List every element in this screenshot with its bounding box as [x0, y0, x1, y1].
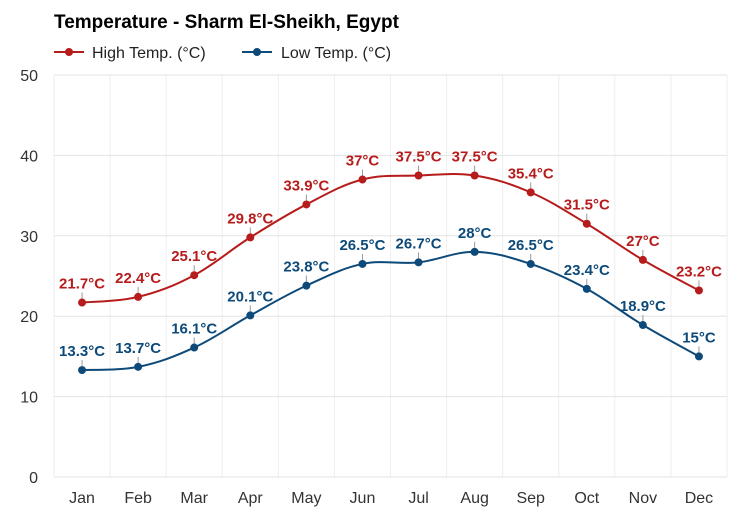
y-tick-label: 50: [20, 68, 38, 85]
x-tick-label: Nov: [629, 490, 657, 507]
x-tick-label: Aug: [460, 490, 488, 507]
data-point[interactable]: [302, 281, 311, 290]
data-point[interactable]: [470, 171, 479, 180]
data-label: 29.8°C: [227, 210, 273, 227]
data-point[interactable]: [246, 311, 255, 320]
data-label: 18.9°C: [620, 298, 666, 315]
data-point[interactable]: [694, 352, 703, 361]
data-label: 35.4°C: [508, 165, 554, 182]
data-label: 21.7°C: [59, 276, 105, 293]
y-tick-label: 10: [20, 390, 38, 407]
data-point[interactable]: [694, 286, 703, 295]
legend-high-marker: [65, 48, 73, 56]
y-tick-label: 20: [20, 309, 38, 326]
data-label: 28°C: [458, 225, 492, 242]
x-tick-label: Apr: [238, 490, 264, 507]
data-point[interactable]: [190, 271, 199, 280]
data-point[interactable]: [526, 188, 535, 197]
legend-item-low[interactable]: Low Temp. (°C): [242, 45, 391, 62]
series-low: 13.3°C 13.7°C 16.1°C 20.1°C 23.8°C 26.5°C 26.7…: [59, 225, 716, 375]
data-label: 33.9°C: [283, 177, 329, 194]
legend-high-label: High Temp. (°C): [92, 45, 206, 62]
data-label: 23.2°C: [676, 263, 722, 280]
data-label: 25.1°C: [171, 248, 217, 265]
data-point[interactable]: [582, 219, 591, 228]
x-tick-label: Feb: [124, 490, 152, 507]
data-point[interactable]: [246, 233, 255, 242]
data-point[interactable]: [414, 258, 423, 267]
data-point[interactable]: [302, 200, 311, 209]
x-tick-label: Jun: [350, 490, 376, 507]
legend-low-marker: [253, 48, 261, 56]
y-tick-label: 40: [20, 148, 38, 165]
data-label: 31.5°C: [564, 197, 610, 214]
series-layer: 21.7°C 22.4°C 25.1°C 29.8°C 33.9°C 37°C 37.5°C…: [59, 149, 722, 375]
data-label: 23.8°C: [283, 259, 329, 276]
y-tick-label: 0: [29, 470, 38, 487]
data-label: 16.1°C: [171, 321, 217, 338]
data-label: 20.1°C: [227, 288, 273, 305]
x-tick-label: Mar: [180, 490, 208, 507]
data-label: 26.5°C: [508, 237, 554, 254]
data-point[interactable]: [190, 343, 199, 352]
gridlines: [53, 74, 728, 478]
data-point[interactable]: [78, 298, 87, 307]
data-point[interactable]: [134, 362, 143, 371]
chart-title: Temperature - Sharm El-Sheikh, Egypt: [54, 12, 400, 33]
data-point[interactable]: [78, 366, 87, 375]
x-tick-label: Oct: [574, 490, 599, 507]
y-axis: 0 10 20 30 40 50: [20, 68, 38, 487]
x-tick-label: May: [291, 490, 321, 507]
data-label: 27°C: [626, 233, 660, 250]
x-tick-label: Sep: [516, 490, 545, 507]
x-axis: Jan Feb Mar Apr May Jun Jul Aug Sep Oct Nov Dec: [69, 490, 713, 507]
data-label: 22.4°C: [115, 270, 161, 287]
data-point[interactable]: [638, 321, 647, 330]
data-point[interactable]: [638, 255, 647, 264]
data-label: 26.5°C: [339, 237, 385, 254]
data-label: 37°C: [346, 153, 380, 170]
data-point[interactable]: [582, 284, 591, 293]
data-label: 13.7°C: [115, 340, 161, 357]
data-label: 13.3°C: [59, 343, 105, 360]
legend-item-high[interactable]: High Temp. (°C): [54, 45, 206, 62]
data-point[interactable]: [470, 247, 479, 256]
data-label: 15°C: [682, 329, 716, 346]
data-label: 37.5°C: [396, 149, 442, 166]
legend-low-label: Low Temp. (°C): [281, 45, 391, 62]
data-label: 26.7°C: [396, 235, 442, 252]
data-point[interactable]: [358, 259, 367, 268]
data-label: 37.5°C: [452, 149, 498, 166]
x-tick-label: Jan: [69, 490, 95, 507]
data-point[interactable]: [358, 175, 367, 184]
data-point[interactable]: [414, 171, 423, 180]
x-tick-label: Dec: [685, 490, 713, 507]
y-tick-label: 30: [20, 229, 38, 246]
data-point[interactable]: [526, 259, 535, 268]
data-point[interactable]: [134, 292, 143, 301]
legend: High Temp. (°C) Low Temp. (°C): [54, 45, 391, 62]
series-high: 21.7°C 22.4°C 25.1°C 29.8°C 33.9°C 37°C 37.5°C…: [59, 149, 722, 307]
data-label: 23.4°C: [564, 262, 610, 279]
x-tick-label: Jul: [408, 490, 428, 507]
